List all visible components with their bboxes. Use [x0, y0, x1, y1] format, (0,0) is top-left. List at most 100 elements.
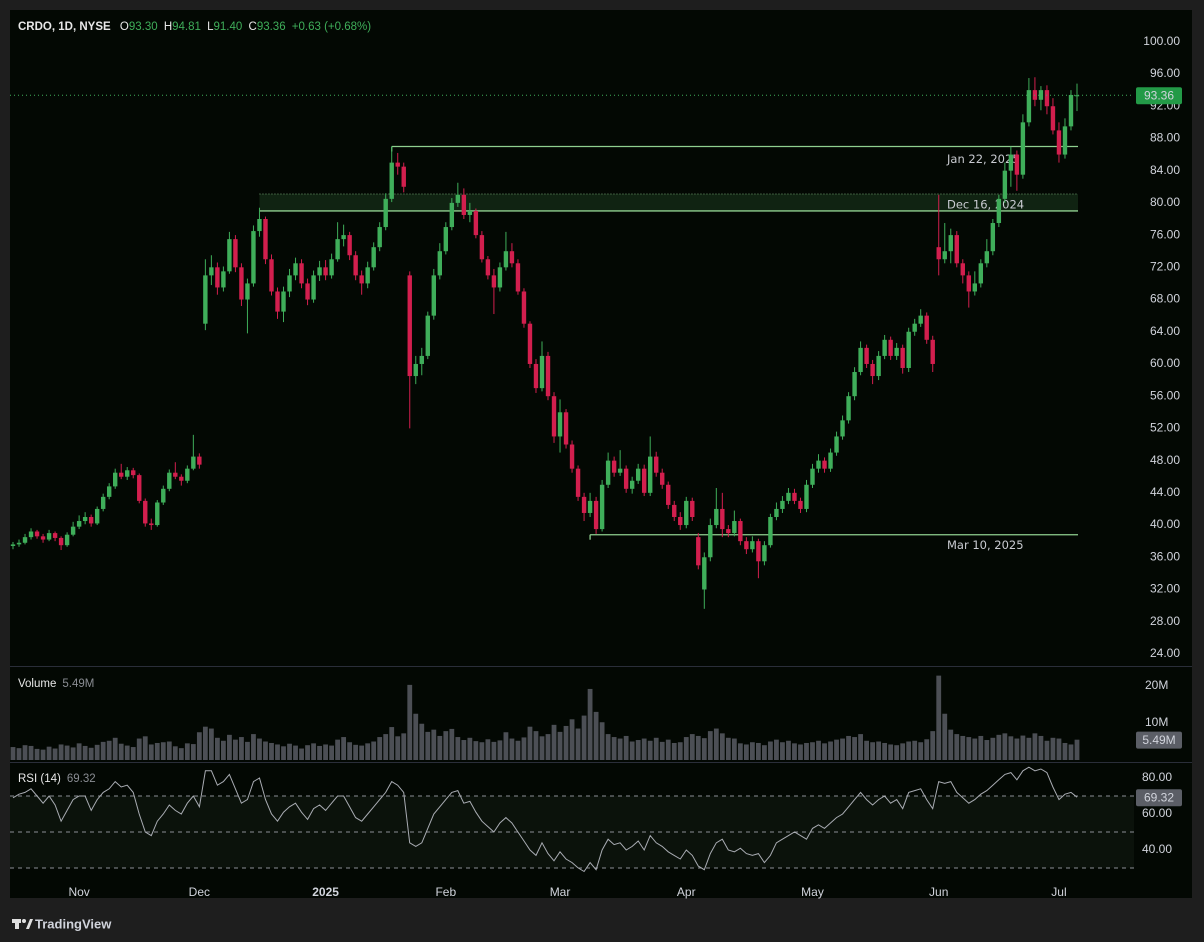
x-tick-label: 2025 — [312, 885, 339, 899]
y-tick-label: 84.00 — [1150, 163, 1180, 177]
volume-bar — [623, 735, 629, 760]
volume-bar — [635, 740, 641, 760]
candle-body — [1020, 122, 1026, 175]
volume-tick-label: 20M — [1145, 678, 1168, 692]
candle-body — [840, 420, 845, 437]
candle-body — [774, 508, 779, 517]
candle-body — [94, 508, 100, 524]
volume-bar — [599, 722, 605, 760]
volume-bar — [389, 727, 395, 760]
volume-bar — [479, 742, 485, 760]
volume-bar — [846, 735, 851, 760]
volume-bar — [924, 739, 930, 760]
candle-body — [455, 194, 461, 203]
candle-body — [52, 533, 58, 538]
candle-body — [762, 545, 767, 562]
volume-bar — [810, 742, 815, 760]
candle-body — [227, 239, 232, 272]
candle-body — [533, 363, 539, 389]
volume-bar — [665, 739, 671, 760]
candle-body — [870, 363, 875, 377]
rsi-value: 69.32 — [67, 773, 96, 785]
candle-body — [768, 516, 773, 546]
volume-bar — [311, 743, 316, 760]
candle-body — [960, 263, 965, 276]
volume-bar — [990, 737, 996, 760]
candle-body — [64, 534, 70, 546]
volume-bar — [142, 736, 148, 760]
volume-bar — [443, 731, 449, 760]
volume-bar — [148, 744, 154, 760]
volume-bar — [365, 743, 371, 760]
candle-body — [287, 275, 292, 292]
last-price-box — [1136, 87, 1182, 105]
volume-bar — [130, 747, 136, 760]
header: CRDO, 1D, NYSE O93.30 H94.81 L91.40 C93.… — [18, 21, 371, 33]
volume-bar — [257, 738, 262, 760]
y-tick-label: 40.00 — [1150, 517, 1180, 531]
candle-body — [720, 508, 725, 530]
candle-body — [539, 355, 545, 389]
candle-body — [1074, 95, 1080, 97]
volume-bar — [563, 725, 569, 760]
volume-bar — [407, 684, 413, 760]
volume-bar — [527, 726, 533, 760]
rsi-last-box — [1136, 789, 1182, 807]
candle-body — [449, 202, 455, 228]
candle-body — [419, 355, 424, 364]
volume-bar — [1038, 735, 1044, 760]
volume-bar — [581, 715, 587, 760]
volume-bar — [196, 732, 202, 760]
volume-bar — [208, 728, 214, 760]
candle-body — [1014, 154, 1020, 175]
candle-body — [684, 500, 689, 526]
y-tick-label: 60.00 — [1150, 356, 1180, 370]
volume-bar — [281, 746, 286, 760]
brand-logo — [12, 919, 33, 929]
candle-body — [810, 468, 815, 485]
volume-bar — [341, 737, 347, 760]
candle-body — [58, 537, 64, 546]
volume-bar — [16, 748, 22, 760]
volume-bar — [768, 741, 773, 760]
rsi-tick-label: 80.00 — [1142, 770, 1172, 784]
volume-bar — [557, 731, 563, 760]
candle-body — [143, 500, 148, 524]
rsi-name: RSI (14) — [18, 773, 61, 785]
candle-body — [137, 475, 142, 501]
candle-body — [521, 291, 527, 324]
rsi-line — [12, 766, 1078, 873]
candle-body — [383, 198, 388, 228]
volume-bar — [353, 744, 359, 760]
volume-bar — [888, 744, 894, 760]
candle-body — [623, 468, 629, 489]
volume-bar — [76, 743, 82, 760]
candle-body — [708, 525, 713, 558]
candle-body — [527, 323, 533, 364]
candle-body — [347, 235, 352, 256]
volume-bar — [515, 740, 521, 760]
low-key: L — [207, 21, 214, 33]
symbol: CRDO, 1D, NYSE — [18, 21, 111, 33]
candle-body — [780, 500, 785, 509]
volume-bar — [485, 739, 491, 760]
candle-body — [750, 541, 755, 550]
y-tick-label: 88.00 — [1150, 131, 1180, 145]
close-key: C — [249, 21, 257, 33]
candle-body — [641, 468, 647, 493]
candle-body — [1038, 90, 1044, 100]
volume-bar — [401, 733, 407, 760]
candle-body — [924, 315, 929, 340]
candle-body — [34, 531, 40, 537]
candle-body — [263, 218, 268, 260]
volume-title: Volume 5.49M — [18, 678, 94, 690]
candle-body — [407, 275, 412, 377]
volume-bar — [251, 734, 256, 760]
candle-body — [569, 444, 575, 469]
candle-body — [437, 251, 443, 276]
candle-body — [28, 531, 34, 538]
volume-bar — [864, 740, 870, 760]
candle-body — [431, 275, 436, 316]
last-price-label: 93.36 — [1144, 88, 1174, 102]
